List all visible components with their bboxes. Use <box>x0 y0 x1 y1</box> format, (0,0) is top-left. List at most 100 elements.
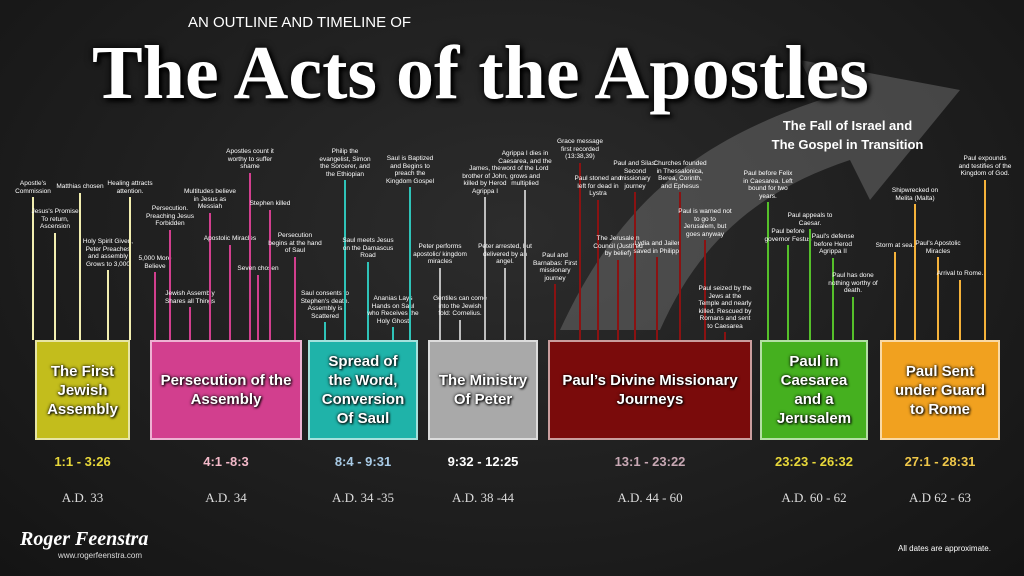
event-line <box>809 229 811 340</box>
event-line <box>959 280 961 340</box>
event-text: Apostle's Commission <box>15 180 51 195</box>
title: The Acts of the Apostles <box>92 31 869 115</box>
event-line <box>617 260 619 340</box>
event-line <box>524 190 526 340</box>
event-text: Apostolic Miracles <box>203 235 257 242</box>
event-text: Healing attracts attention. <box>107 180 153 195</box>
event-line <box>504 268 506 340</box>
section-box: Spread of the Word, Conversion Of Saul <box>308 340 418 440</box>
event-text: Ananias Lays Hands on Saul who Receives … <box>367 295 419 325</box>
section-box: The First Jewish Assembly <box>35 340 130 440</box>
event-text: Peter arrested, but delivered by an ange… <box>478 243 532 265</box>
event-line <box>724 332 726 340</box>
event-text: Paul is warned not to go to Jerusalem, b… <box>678 208 732 238</box>
subtitle-line: The Fall of Israel and <box>782 118 913 133</box>
event-text: Jewish Assembly Shares all Things <box>164 290 216 305</box>
event-line <box>129 197 131 340</box>
subtitle: The Fall of Israel and The Gospel in Tra… <box>760 116 935 154</box>
reference: 23:23 - 26:32 <box>774 454 854 469</box>
event-text: Persecution begins at the hand of Saul <box>268 232 322 254</box>
date: A.D. 33 <box>61 490 104 505</box>
event-line <box>392 327 394 340</box>
event-text: Paul stoned and left for dead in Lystra <box>574 175 622 197</box>
event-text: 5,000 More Believe <box>138 255 172 270</box>
event-line <box>459 320 461 340</box>
event-text: Jesus's Promise To return, Ascension <box>31 208 79 230</box>
event-text: Paul seized by the Jews at the Temple an… <box>698 285 752 330</box>
event-text: Paul and Silas: Second missionary journe… <box>613 160 657 190</box>
event-line <box>704 240 706 340</box>
event-line <box>767 202 769 340</box>
event-line <box>832 258 834 340</box>
event-text: Matthias chosen <box>56 183 104 190</box>
event-text: Agrippa I dies in Caesarea, and the word… <box>498 150 552 187</box>
event-line <box>344 180 346 340</box>
event-line <box>257 275 259 340</box>
event-line <box>914 204 916 340</box>
note: All dates are approximate. <box>898 544 991 553</box>
event-line <box>634 192 636 340</box>
event-text: Persecution. Preaching Jesus Forbidden <box>145 205 195 227</box>
event-line <box>79 193 81 340</box>
event-text: The Jerusalem Council (Justified by beli… <box>593 235 643 257</box>
event-line <box>269 210 271 340</box>
section-box: Paul in Caesarea and a Jerusalem <box>760 340 868 440</box>
event-line <box>249 173 251 340</box>
event-text: James, the brother of John, killed by He… <box>462 165 508 195</box>
event-line <box>54 233 56 340</box>
author: Roger Feenstra <box>20 528 149 550</box>
event-text: Churches founded in Thessalonica, Berea,… <box>653 160 707 190</box>
event-line <box>189 307 191 340</box>
subtitle-line: The Gospel in Transition <box>771 137 924 152</box>
reference: 9:32 - 12:25 <box>447 454 519 469</box>
event-line <box>597 200 599 340</box>
event-line <box>894 252 896 340</box>
reference: 8:4 - 9:31 <box>334 454 392 469</box>
event-line <box>439 268 441 340</box>
event-text: Arrival to Rome. <box>936 270 984 277</box>
event-line <box>209 213 211 340</box>
event-text: Paul's defense before Herod Agrippa II <box>811 233 855 255</box>
event-line <box>32 197 34 340</box>
event-text: Lydia and Jailer saved in Philippi <box>633 240 681 255</box>
event-text: Grace message first recorded (13:38,39) <box>557 138 603 160</box>
date: A.D. 38 -44 <box>451 490 515 505</box>
event-line <box>554 284 556 340</box>
event-text: Paul before Felix in Caesarea. Left boun… <box>743 170 793 200</box>
event-line <box>154 272 156 340</box>
event-text: Paul appeals to Caesar. <box>787 212 833 227</box>
event-line <box>656 257 658 340</box>
event-line <box>294 257 296 340</box>
event-line <box>107 270 109 340</box>
reference: 4:1 -8:3 <box>203 454 249 469</box>
date: A.D. 34 -35 <box>331 490 395 505</box>
reference: 27:1 - 28:31 <box>904 454 976 469</box>
event-text: Peter performs apostolic/ kingdom miracl… <box>413 243 467 265</box>
event-text: Shipwrecked on Melita (Malta) <box>891 187 939 202</box>
event-line <box>229 245 231 340</box>
event-text: Seven chosen <box>237 265 279 272</box>
event-line <box>169 230 171 340</box>
section-box: Persecution of the Assembly <box>150 340 302 440</box>
reference: 1:1 - 3:26 <box>54 454 111 469</box>
event-line <box>852 297 854 340</box>
date: A.D 62 - 63 <box>908 490 972 505</box>
date: A.D. 44 - 60 <box>617 490 683 505</box>
website: www.rogerfeenstra.com <box>58 551 143 560</box>
event-line <box>787 245 789 340</box>
event-text: Saul meets Jesus on the Damascus Road <box>342 237 394 259</box>
event-line <box>679 192 681 340</box>
event-line <box>937 257 939 340</box>
event-text: Multitudes believe in Jesus as Messiah <box>183 188 237 210</box>
event-line <box>579 163 581 340</box>
event-line <box>367 262 369 340</box>
section-box: The Ministry Of Peter <box>428 340 538 440</box>
event-line <box>984 180 986 340</box>
event-text: Saul is Baptized and Begins to preach th… <box>385 155 435 185</box>
event-text: Philip the evangelist, Simon the Sorcere… <box>319 148 371 178</box>
event-text: Paul and Barnabas: First missionary jour… <box>532 252 578 282</box>
section-box: Paul’s Divine Missionary Journeys <box>548 340 752 440</box>
kicker: AN OUTLINE AND TIMELINE OF <box>188 14 412 31</box>
date: A.D. 60 - 62 <box>781 490 847 505</box>
event-text: Gentiles can come into the Jewish fold: … <box>433 295 487 317</box>
